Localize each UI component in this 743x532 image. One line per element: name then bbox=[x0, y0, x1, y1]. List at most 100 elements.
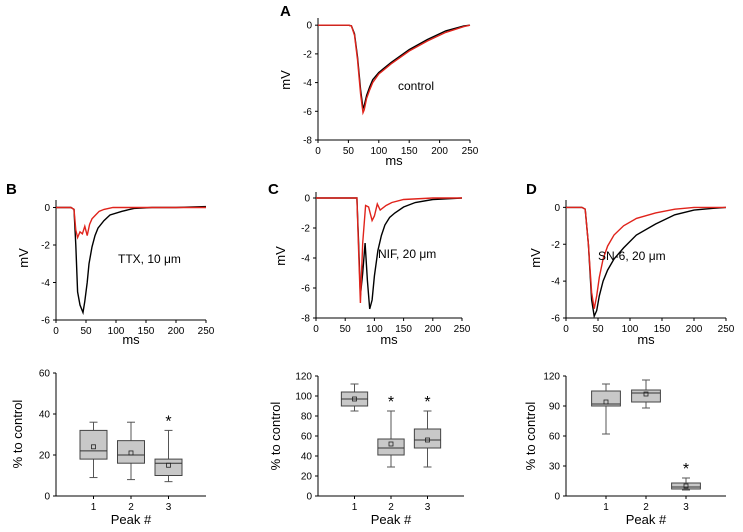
y-tick-label: -6 bbox=[41, 316, 50, 327]
x-tick-label: 100 bbox=[366, 324, 383, 335]
y-tick-label: -6 bbox=[303, 107, 312, 118]
x-tick-label: 2 bbox=[388, 502, 394, 513]
box-mean-marker bbox=[643, 391, 649, 397]
y-tick-label: -2 bbox=[41, 241, 50, 252]
y-tick-label: 0 bbox=[44, 203, 50, 214]
y-tick-label: 0 bbox=[306, 21, 312, 32]
box-2: * bbox=[377, 394, 405, 468]
y-tick-label: -8 bbox=[301, 314, 310, 325]
series-line-trace bbox=[318, 24, 471, 112]
significance-star: * bbox=[165, 413, 171, 430]
y-tick-label: -6 bbox=[301, 284, 310, 295]
box-iqr bbox=[671, 482, 701, 490]
y-tick-label: 0 bbox=[304, 194, 310, 205]
y-tick-label: 90 bbox=[549, 402, 561, 413]
y-tick-label: 120 bbox=[543, 372, 560, 383]
box-iqr bbox=[413, 428, 442, 449]
x-tick-label: 2 bbox=[643, 502, 649, 513]
significance-star: * bbox=[388, 394, 394, 411]
x-tick-label: 250 bbox=[198, 326, 215, 337]
x-axis-label: Peak # bbox=[371, 512, 412, 527]
y-axis-label: mV bbox=[16, 248, 31, 268]
x-tick-label: 150 bbox=[654, 324, 671, 335]
y-axis-label: mV bbox=[273, 246, 288, 266]
box-1 bbox=[79, 421, 108, 479]
x-tick-label: 150 bbox=[401, 146, 418, 157]
x-tick-label: 200 bbox=[431, 146, 448, 157]
y-tick-label: 0 bbox=[554, 492, 560, 503]
y-tick-label: -4 bbox=[301, 254, 310, 265]
annotation-label: NIF, 20 μm bbox=[378, 247, 436, 261]
y-tick-label: 0 bbox=[44, 492, 50, 503]
series-line-treatment bbox=[566, 206, 726, 309]
x-tick-label: 150 bbox=[395, 324, 412, 335]
box-mean-marker bbox=[683, 483, 689, 489]
axes-c-box: 0 20 40 60 80 100 120 1 2 3 Peak # % to control * * bbox=[268, 372, 464, 527]
y-tick-label: -2 bbox=[551, 240, 560, 251]
y-tick-label: 0 bbox=[306, 492, 312, 503]
x-tick-label: 150 bbox=[138, 326, 155, 337]
x-tick-label: 50 bbox=[592, 324, 604, 335]
y-tick-label: 80 bbox=[301, 412, 313, 423]
x-axis-label: Peak # bbox=[626, 512, 667, 527]
box-1 bbox=[340, 383, 369, 412]
y-tick-label: 40 bbox=[301, 452, 313, 463]
series-line-treatment bbox=[316, 197, 462, 304]
x-tick-label: 50 bbox=[343, 146, 355, 157]
box-mean-marker bbox=[352, 396, 357, 402]
y-tick-label: -4 bbox=[303, 78, 312, 89]
x-tick-label: 100 bbox=[370, 146, 387, 157]
x-tick-label: 1 bbox=[352, 502, 358, 513]
x-tick-label: 200 bbox=[168, 326, 185, 337]
x-tick-label: 250 bbox=[462, 146, 479, 157]
x-tick-label: 250 bbox=[718, 324, 735, 335]
y-tick-label: 40 bbox=[39, 410, 51, 421]
y-axis-label: % to control bbox=[10, 400, 25, 469]
y-tick-label: 20 bbox=[301, 472, 313, 483]
y-tick-label: 100 bbox=[295, 392, 312, 403]
box-mean-marker bbox=[128, 450, 134, 456]
x-tick-label: 200 bbox=[424, 324, 441, 335]
annotation-label: SN-6, 20 μm bbox=[598, 249, 666, 263]
x-tick-label: 3 bbox=[425, 502, 431, 513]
box-iqr bbox=[377, 438, 405, 456]
panel-letter-a: A bbox=[280, 3, 291, 20]
x-axis-label: ms bbox=[637, 332, 655, 347]
x-tick-label: 200 bbox=[686, 324, 703, 335]
y-axis-label: % to control bbox=[523, 402, 538, 471]
y-axis-label: % to control bbox=[268, 402, 283, 471]
y-axis-label: mV bbox=[278, 70, 293, 90]
x-tick-label: 3 bbox=[683, 502, 689, 513]
box-1 bbox=[591, 383, 621, 435]
panel-letter-d: D bbox=[526, 181, 537, 198]
box-3: * bbox=[671, 461, 701, 491]
significance-star: * bbox=[683, 461, 689, 478]
axes-d-box: 0 30 60 90 120 1 2 3 Peak # % to control * bbox=[523, 372, 726, 527]
box-3: * bbox=[154, 413, 183, 483]
y-tick-label: -4 bbox=[41, 278, 50, 289]
series-line-treatment bbox=[56, 206, 206, 240]
x-tick-label: 50 bbox=[340, 324, 352, 335]
panel-letter-b: B bbox=[6, 181, 17, 198]
y-tick-label: 20 bbox=[39, 451, 51, 462]
box-iqr bbox=[117, 440, 145, 464]
y-tick-label: -2 bbox=[301, 224, 310, 235]
series-line-trace-red bbox=[318, 24, 471, 116]
y-tick-label: 30 bbox=[549, 462, 561, 473]
x-tick-label: 1 bbox=[603, 502, 609, 513]
x-tick-label: 100 bbox=[108, 326, 125, 337]
x-axis-label: Peak # bbox=[111, 512, 152, 527]
annotation-label: TTX, 10 μm bbox=[118, 252, 181, 266]
y-tick-label: -6 bbox=[551, 314, 560, 325]
box-2 bbox=[117, 421, 145, 481]
box-3: * bbox=[413, 394, 442, 468]
box-mean-marker bbox=[425, 437, 430, 443]
box-mean-marker bbox=[603, 399, 609, 405]
y-tick-label: 60 bbox=[39, 369, 51, 380]
x-tick-label: 100 bbox=[622, 324, 639, 335]
x-tick-label: 50 bbox=[80, 326, 92, 337]
panel-letter-c: C bbox=[268, 181, 279, 198]
y-tick-label: 0 bbox=[554, 203, 560, 214]
